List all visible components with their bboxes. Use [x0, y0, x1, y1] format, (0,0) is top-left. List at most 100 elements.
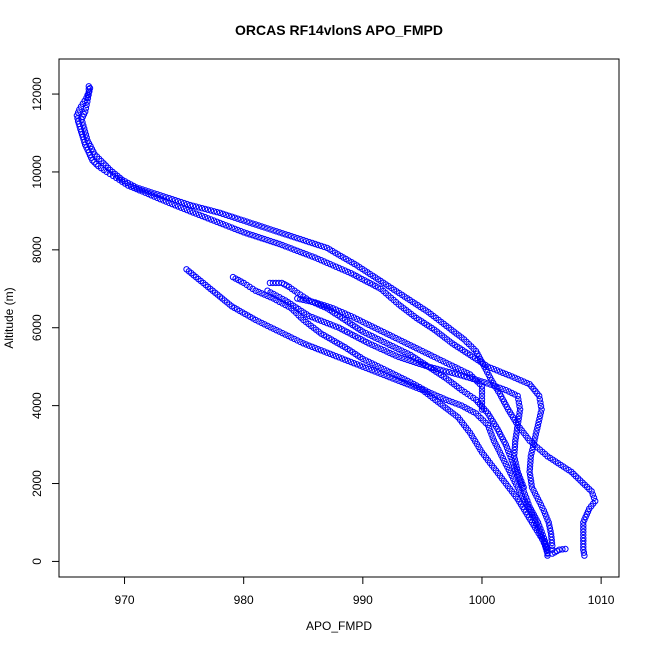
data-point [478, 399, 486, 406]
data-point [443, 368, 450, 375]
data-point [267, 237, 274, 245]
data-point [76, 106, 83, 113]
data-point [362, 320, 369, 327]
data-point [547, 528, 554, 535]
data-point [487, 428, 494, 435]
data-point [300, 296, 307, 303]
data-point [580, 546, 587, 553]
data-point [323, 319, 331, 327]
data-point [422, 362, 429, 369]
data-point [440, 367, 447, 374]
data-point [314, 241, 322, 249]
y-tick-label: 4000 [30, 392, 44, 419]
data-point [172, 197, 179, 204]
data-point [151, 190, 158, 197]
data-point [541, 537, 548, 545]
data-point [386, 349, 393, 357]
data-point [237, 216, 244, 223]
data-point [518, 478, 525, 485]
data-point [559, 546, 566, 553]
data-point [329, 262, 337, 269]
data-point [512, 459, 519, 466]
data-point [431, 353, 438, 361]
data-point [516, 402, 523, 410]
data-point [300, 236, 307, 244]
data-point [466, 374, 473, 382]
data-point [533, 428, 540, 435]
data-point [478, 402, 486, 410]
data-point [84, 98, 91, 105]
data-point [314, 346, 322, 353]
data-point [443, 396, 450, 403]
data-point [377, 337, 384, 344]
data-point [136, 185, 143, 192]
data-point [527, 459, 534, 466]
data-point [252, 316, 259, 324]
data-point [434, 392, 441, 400]
data-point [306, 252, 313, 259]
data-point [198, 205, 206, 212]
data-point [294, 235, 301, 242]
data-point [446, 397, 453, 405]
data-point [294, 247, 301, 255]
data-point [186, 208, 194, 215]
data-point [515, 396, 522, 403]
data-point [169, 196, 176, 203]
data-point [344, 357, 352, 364]
data-point [514, 425, 521, 432]
data-point [377, 364, 384, 371]
data-point [516, 406, 524, 413]
data-point [419, 361, 426, 368]
data-point [219, 220, 227, 228]
data-point [538, 528, 545, 535]
data-point [543, 547, 550, 555]
data-point [86, 88, 93, 95]
data-point [522, 494, 530, 501]
data-point [359, 355, 366, 363]
data-point [237, 227, 244, 235]
data-point [502, 441, 509, 448]
data-point [454, 371, 462, 378]
data-point [288, 334, 295, 341]
data-point [294, 337, 301, 344]
data-point [392, 334, 399, 342]
data-point [231, 225, 238, 233]
data-point [323, 303, 331, 310]
data-point [93, 161, 100, 168]
data-point [401, 355, 408, 363]
data-point [446, 361, 453, 368]
data-point [457, 372, 465, 379]
data-point [329, 305, 337, 312]
data-point [240, 229, 247, 236]
data-point [332, 323, 340, 330]
data-point [317, 347, 325, 354]
data-point [528, 449, 535, 457]
data-point [371, 334, 378, 341]
data-point [437, 356, 444, 364]
data-point [386, 368, 393, 376]
data-point [487, 381, 494, 388]
data-point [485, 425, 493, 432]
data-point [478, 378, 485, 385]
data-point [511, 446, 518, 454]
data-point [389, 343, 396, 350]
data-point [291, 246, 298, 253]
data-point [556, 546, 563, 553]
data-point [519, 481, 526, 488]
data-point [395, 373, 402, 380]
y-tick-label: 0 [30, 558, 44, 565]
data-point [204, 215, 212, 222]
data-point [312, 344, 319, 352]
data-point [440, 395, 447, 402]
data-point [581, 552, 588, 559]
data-point [449, 369, 456, 377]
y-tick-label: 8000 [30, 236, 44, 263]
data-point [89, 157, 96, 164]
data-point [505, 388, 512, 395]
x-tick-label: 970 [115, 593, 135, 607]
data-point [380, 346, 387, 354]
data-point [282, 243, 289, 250]
data-point [285, 244, 292, 251]
data-point [513, 465, 521, 472]
